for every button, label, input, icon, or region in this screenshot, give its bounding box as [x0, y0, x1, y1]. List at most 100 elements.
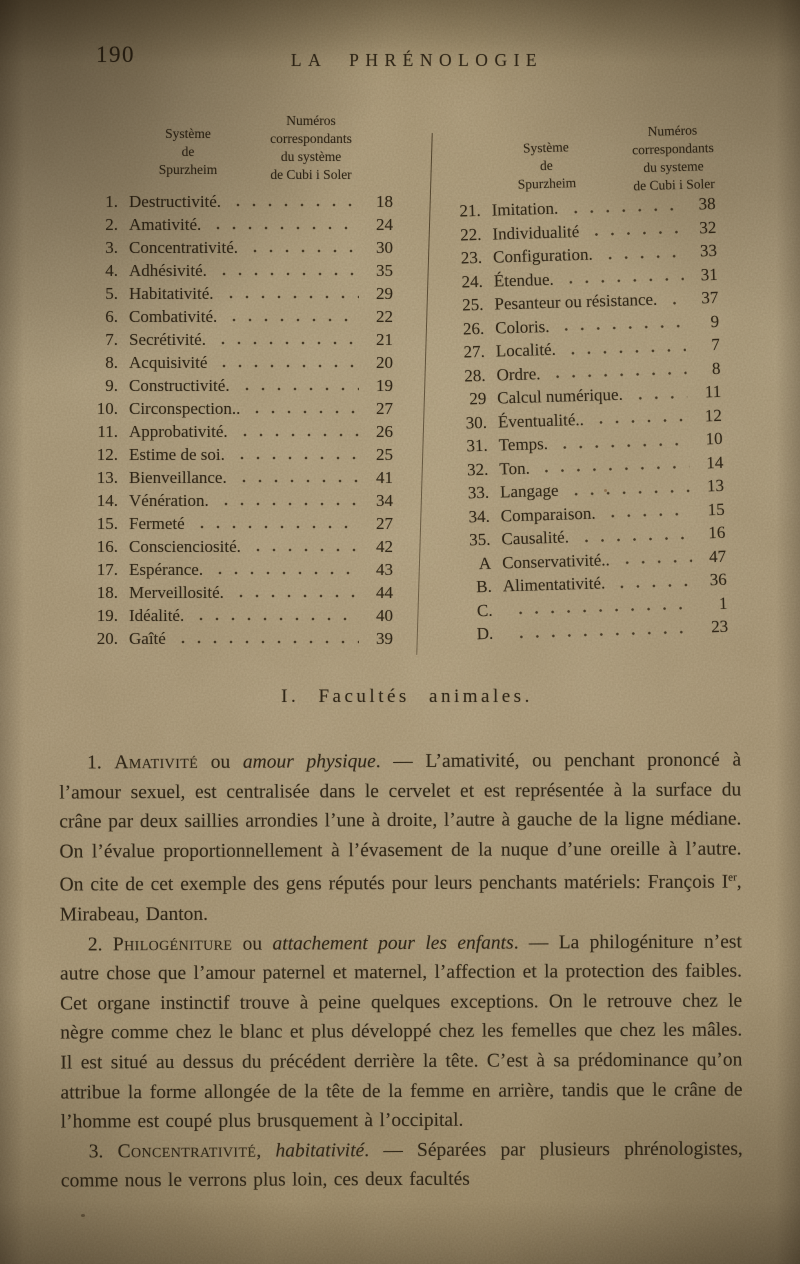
table-row: 17. Espérance. 43: [88, 558, 393, 581]
row-label: Adhésivité.: [129, 261, 207, 280]
dot-leader: [611, 568, 694, 595]
dot-leader: [663, 286, 685, 311]
row-number: B.: [475, 576, 493, 597]
row-value: 43: [376, 560, 393, 579]
row-value: 20: [376, 353, 393, 372]
row-number: A: [478, 553, 492, 573]
dot-leader: [245, 236, 359, 259]
row-number: 3.: [105, 238, 118, 257]
table-row: 3. Concentrativité. 30: [88, 236, 393, 259]
row-value: 39: [376, 629, 393, 648]
row-number: 6.: [105, 307, 118, 326]
row-number: 31.: [466, 435, 488, 456]
row-value: 35: [376, 261, 393, 280]
dot-leader: [172, 627, 359, 650]
row-value: 30: [376, 238, 393, 257]
dot-leader: [213, 259, 359, 282]
row-label: Amativité.: [129, 215, 202, 234]
table-row: 2. Amativité. 24: [88, 213, 393, 236]
header-line: du système: [280, 149, 342, 164]
dot-leader: [191, 604, 359, 627]
dot-leader: [210, 558, 359, 581]
text-segment-normal: 3.: [88, 1140, 118, 1163]
table-row: 11. Approbativité. 26: [88, 420, 393, 443]
row-label: Alimentativité.: [502, 573, 606, 596]
text-segment-italic: habitativité: [275, 1139, 365, 1162]
row-value: 13: [706, 475, 725, 496]
row-label: Localité.: [495, 339, 557, 361]
row-number: 16.: [96, 537, 118, 556]
text-segment-smallcaps: Concentrativité: [117, 1140, 257, 1162]
row-label: Acquisivité: [129, 353, 208, 372]
row-number: 21.: [459, 200, 481, 221]
row-value: 44: [376, 583, 393, 602]
body-text: 1. Amativité ou amour physique. — L’amat…: [59, 746, 743, 1197]
row-number: 18.: [96, 583, 118, 602]
row-label: Gaîté: [129, 629, 166, 648]
row-value: 47: [708, 546, 727, 566]
row-label: Individualité: [492, 221, 580, 244]
row-label: Estime de soi.: [129, 445, 225, 464]
text-segment-normal: ou: [198, 751, 243, 773]
row-value: 31: [700, 264, 718, 284]
row-label: Fermeté: [129, 514, 185, 533]
row-value: 25: [376, 445, 393, 464]
dot-leader: [208, 213, 359, 236]
dot-leader: [212, 328, 359, 351]
table-left-header: Système de Spurzheim Numéros correspondants…: [88, 112, 393, 190]
row-value: 9: [710, 311, 720, 331]
table-row: 20. Gaîté 39: [88, 627, 393, 650]
table-spurzheim-left: Système de Spurzheim Numéros correspondants…: [88, 112, 393, 650]
table-row: 13. Bienveillance. 41: [88, 466, 393, 489]
paragraph: 1. Amativité ou amour physique. — L’amat…: [59, 746, 742, 931]
paragraph: 3. Concentrativité, habitativité. — Sépa…: [61, 1134, 743, 1196]
dot-leader: [247, 535, 359, 558]
row-value: 21: [376, 330, 393, 349]
row-value: 36: [709, 569, 728, 590]
row-label: Vénération.: [129, 491, 209, 510]
row-number: 26.: [462, 318, 485, 338]
row-value: 8: [711, 358, 721, 378]
dot-leader: [599, 239, 684, 266]
row-label: Configuration.: [492, 244, 593, 267]
row-value: 24: [376, 215, 393, 234]
row-value: 23: [710, 616, 729, 637]
row-number: 28.: [464, 365, 486, 385]
row-number: 14.: [96, 491, 118, 510]
row-value: 11: [704, 381, 722, 402]
row-value: 37: [701, 287, 719, 308]
dot-leader: [233, 466, 359, 489]
row-number: 29: [469, 388, 487, 409]
row-number: 15.: [96, 514, 118, 533]
table-row: 14. Vénération. 34: [88, 489, 393, 512]
paper-speck: [81, 1214, 85, 1217]
row-label: Conservativité..: [501, 549, 611, 572]
table-row: 18. Merveillosité. 44: [88, 581, 393, 604]
row-number: 20.: [96, 629, 118, 648]
table-spurzheim-right: Système de Spurzheim Numéros correspondants…: [442, 114, 728, 646]
dot-leader: [585, 216, 683, 243]
row-number: 24.: [461, 271, 484, 292]
header-numeros-cubi: Numéros correspondants du systeme de Cubi i…: [568, 119, 778, 197]
row-value: 29: [376, 284, 393, 303]
paper-speck: [604, 489, 607, 492]
row-value: 42: [376, 537, 393, 556]
table-row: 10. Circonspection.. 27: [88, 397, 393, 420]
text-segment-normal: 2.: [87, 933, 113, 955]
row-label: Destructivité.: [129, 192, 222, 211]
row-number: 19.: [96, 606, 118, 625]
dot-leader: [590, 404, 689, 431]
row-value: 27: [376, 514, 393, 533]
row-number: 9.: [105, 376, 118, 395]
dot-leader: [228, 190, 359, 213]
text-segment-normal: ou: [232, 933, 273, 955]
row-value: 22: [376, 307, 393, 326]
dot-leader: [247, 397, 359, 420]
row-value: 16: [708, 522, 726, 543]
row-label: Secrétivité.: [129, 330, 206, 349]
dot-leader: [231, 443, 359, 466]
table-row: 19. Idéalité. 40: [88, 604, 393, 627]
dot-leader: [215, 489, 359, 512]
row-number: 35.: [468, 529, 491, 550]
row-value: 41: [376, 468, 393, 487]
